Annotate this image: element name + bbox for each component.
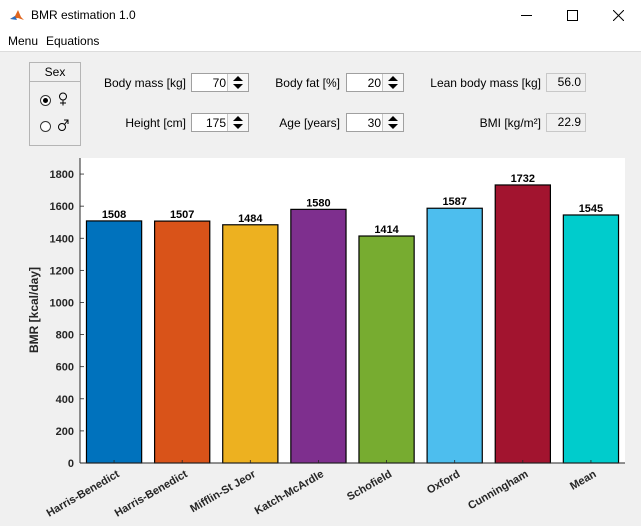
y-tick-label: 800 (56, 330, 74, 342)
bar-2 (222, 224, 279, 464)
close-icon (612, 10, 624, 21)
y-tick-label: 0 (68, 458, 74, 470)
y-tick-label: 1000 (50, 297, 74, 309)
y-tick-label: 1400 (50, 233, 74, 245)
height-label: Height [cm] (125, 116, 186, 130)
y-tick-label: 1600 (50, 201, 74, 213)
title-bar: BMR estimation 1.0 (0, 0, 641, 32)
bar-7 (562, 214, 620, 464)
lean-body-mass-value: 56.0 (546, 73, 586, 92)
bar-value-label: 1484 (238, 213, 263, 225)
x-tick-label: Katch-McArdle (253, 468, 326, 517)
age-label: Age [years] (279, 116, 340, 130)
bar-value-label: 1508 (102, 209, 126, 221)
female-symbol-icon (59, 92, 67, 106)
spin-up-icon[interactable] (388, 116, 398, 121)
y-tick-label: 600 (56, 362, 74, 374)
y-axis-label: BMR [kcal/day] (27, 267, 41, 353)
body-fat-value[interactable]: 20 (367, 76, 381, 90)
bar-4 (358, 235, 415, 464)
spin-up-icon[interactable] (233, 116, 243, 121)
bmr-bar-chart: 1508 1507 1484 1580 1414 1587 1732 1545 Harris-… (27, 158, 625, 520)
sex-button-group: Sex (29, 62, 81, 146)
menu-bar: Menu Equations (0, 31, 641, 52)
bar-value-label: 1507 (170, 209, 194, 221)
bar-value-label: 1414 (374, 224, 399, 236)
bar-value-label: 1580 (306, 197, 330, 209)
matlab-app-icon (9, 8, 25, 24)
height-spin-arrows[interactable] (227, 114, 248, 131)
male-symbol-icon (58, 119, 69, 131)
bar-value-label: 1587 (442, 196, 466, 208)
x-tick-label: Mean (568, 468, 599, 493)
spin-up-icon[interactable] (233, 76, 243, 81)
body-fat-label: Body fat [%] (275, 76, 340, 90)
body-mass-spin-arrows[interactable] (227, 74, 248, 91)
bar-value-label: 1732 (511, 173, 535, 185)
minimize-icon (520, 15, 532, 16)
bar-1 (153, 220, 211, 464)
height-spinner[interactable]: 175 (191, 113, 249, 132)
y-tick-label: 1200 (50, 265, 74, 277)
spin-down-icon[interactable] (388, 124, 398, 129)
age-value[interactable]: 30 (367, 116, 381, 130)
y-tick-label: 400 (56, 394, 74, 406)
x-tick-label: Mifflin-St Jeor (188, 468, 258, 515)
menu-item-menu[interactable]: Menu (8, 34, 39, 48)
age-spin-arrows[interactable] (382, 114, 403, 131)
maximize-icon (566, 10, 578, 21)
spin-down-icon[interactable] (233, 124, 243, 129)
y-tick-label: 200 (56, 426, 74, 438)
bar-5 (426, 207, 483, 464)
body-mass-spinner[interactable]: 70 (191, 73, 249, 92)
spin-down-icon[interactable] (388, 84, 398, 89)
body-mass-value[interactable]: 70 (212, 76, 226, 90)
close-button[interactable] (595, 0, 641, 31)
bmi-label: BMI [kg/m²] (479, 116, 541, 130)
bar-3 (290, 208, 347, 464)
x-tick-label: Harris-Benedict (113, 468, 190, 520)
bar-value-label: 1545 (579, 203, 603, 215)
female-radio[interactable] (40, 95, 51, 106)
spin-up-icon[interactable] (388, 76, 398, 81)
y-tick-label: 1800 (50, 169, 74, 181)
body-fat-spin-arrows[interactable] (382, 74, 403, 91)
bar-6 (494, 184, 552, 464)
minimize-button[interactable] (503, 0, 549, 31)
x-tick-label: Harris-Benedict (45, 468, 122, 520)
body-mass-label: Body mass [kg] (103, 76, 186, 90)
age-spinner[interactable]: 30 (346, 113, 404, 132)
height-value[interactable]: 175 (205, 116, 226, 130)
lean-body-mass-label: Lean body mass [kg] (430, 76, 541, 90)
spin-down-icon[interactable] (233, 84, 243, 89)
window-title: BMR estimation 1.0 (31, 8, 136, 22)
x-tick-label: Oxford (425, 468, 462, 496)
maximize-button[interactable] (549, 0, 595, 31)
bar-0 (85, 220, 143, 464)
male-radio[interactable] (40, 121, 51, 132)
x-tick-label: Cunningham (466, 468, 530, 512)
body-fat-spinner[interactable]: 20 (346, 73, 404, 92)
sex-group-title: Sex (30, 63, 80, 82)
x-tick-label: Schofield (345, 468, 394, 503)
bmi-value: 22.9 (546, 113, 586, 132)
menu-item-equations[interactable]: Equations (46, 34, 100, 48)
